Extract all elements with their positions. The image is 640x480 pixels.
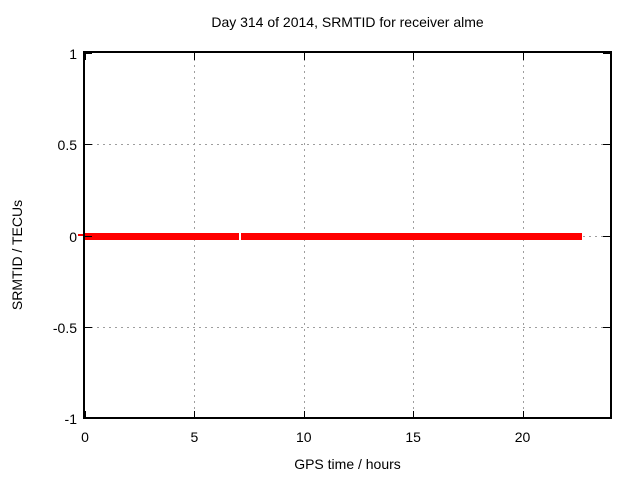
x-tick-label: 10 — [295, 429, 312, 445]
y-tick-mark — [603, 235, 610, 237]
x-tick-label: 15 — [405, 429, 421, 445]
x-tick-mark — [413, 53, 415, 60]
y-tick-label: 1 — [69, 46, 77, 62]
y-axis-label: SRMTID / TECUs — [9, 199, 25, 311]
red-zero-tick — [78, 234, 83, 236]
y-tick-label: -0.5 — [52, 319, 77, 336]
x-tick-mark — [194, 411, 196, 418]
y-tick-label: 0.5 — [57, 137, 77, 154]
x-axis-label: GPS time / hours — [294, 456, 401, 472]
x-tick-mark — [522, 53, 524, 60]
y-tick-mark — [85, 53, 92, 54]
x-tick-mark — [303, 411, 305, 418]
y-tick-mark — [85, 235, 92, 237]
gridline-y — [85, 144, 610, 146]
y-tick-mark — [85, 144, 92, 146]
y-tick-label: -1 — [64, 411, 77, 427]
data-line-segment — [85, 232, 240, 240]
chart-title: Day 314 of 2014, SRMTID for receiver alm… — [211, 14, 484, 30]
y-tick-mark — [603, 326, 610, 328]
x-tick-label: 0 — [81, 429, 89, 445]
gridline-y — [85, 326, 610, 328]
x-tick-label: 20 — [514, 429, 531, 445]
x-tick-mark — [85, 411, 86, 418]
y-tick-mark — [603, 418, 610, 419]
x-tick-mark — [194, 53, 196, 60]
data-line-segment — [241, 232, 582, 240]
y-tick-mark — [85, 326, 92, 328]
x-tick-mark — [522, 411, 524, 418]
x-tick-mark — [85, 53, 86, 60]
y-tick-mark — [603, 144, 610, 146]
x-tick-mark — [303, 53, 305, 60]
y-tick-label: 0 — [69, 228, 77, 245]
y-tick-mark — [85, 418, 92, 419]
x-tick-mark — [413, 411, 415, 418]
x-tick-label: 5 — [190, 429, 199, 445]
y-tick-mark — [603, 53, 610, 54]
